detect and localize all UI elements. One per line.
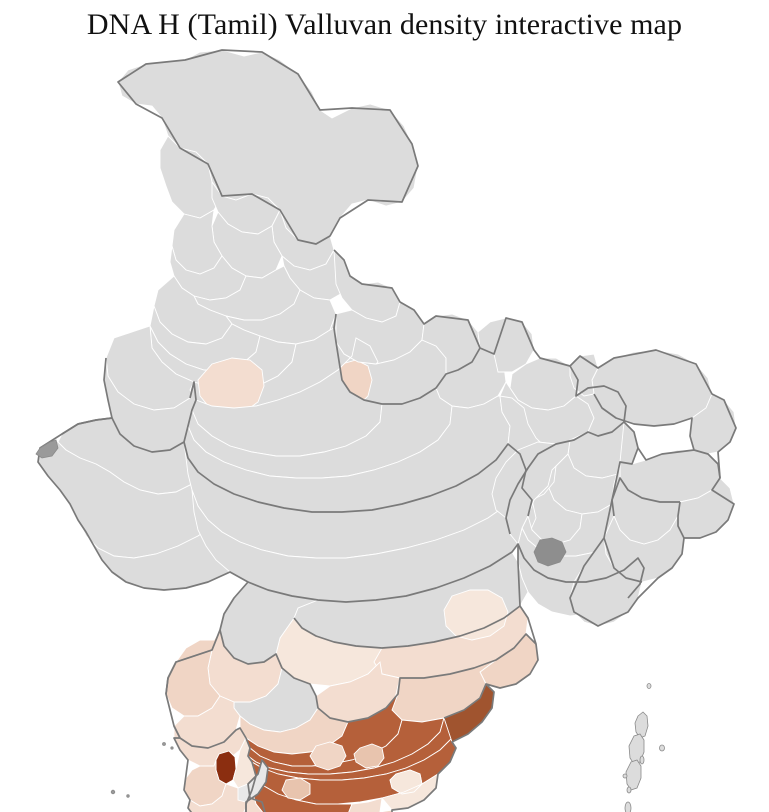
page-title: DNA H (Tamil) Valluvan density interacti… <box>86 8 683 41</box>
island-shape <box>659 744 665 752</box>
island-shape <box>624 801 632 812</box>
district-region-shaded[interactable] <box>354 744 384 768</box>
island-shape <box>162 742 166 746</box>
island-shape <box>110 789 116 795</box>
district-region-shaded[interactable] <box>310 742 346 770</box>
sundarbans-shape <box>533 537 567 567</box>
state-boundary-layer <box>38 50 736 812</box>
island-shape <box>625 759 642 791</box>
india-choropleth-svg[interactable] <box>0 48 769 812</box>
island-shape <box>126 794 130 798</box>
island-shape <box>626 786 632 794</box>
map-canvas[interactable] <box>0 48 769 812</box>
island-shape <box>639 755 645 765</box>
district-region-shaded[interactable] <box>246 790 382 812</box>
island-shape <box>634 711 649 739</box>
kutch-coastal-shape <box>35 439 59 459</box>
district-region-shaded[interactable] <box>444 590 508 640</box>
island-shape <box>622 773 628 779</box>
andaman-nicobar-islands[interactable] <box>622 683 665 812</box>
island-shape <box>646 683 652 689</box>
lakshadweep-islands[interactable] <box>110 742 174 798</box>
district-region-shaded[interactable] <box>282 778 310 800</box>
island-shape <box>170 746 174 750</box>
district-layer[interactable] <box>38 50 736 812</box>
